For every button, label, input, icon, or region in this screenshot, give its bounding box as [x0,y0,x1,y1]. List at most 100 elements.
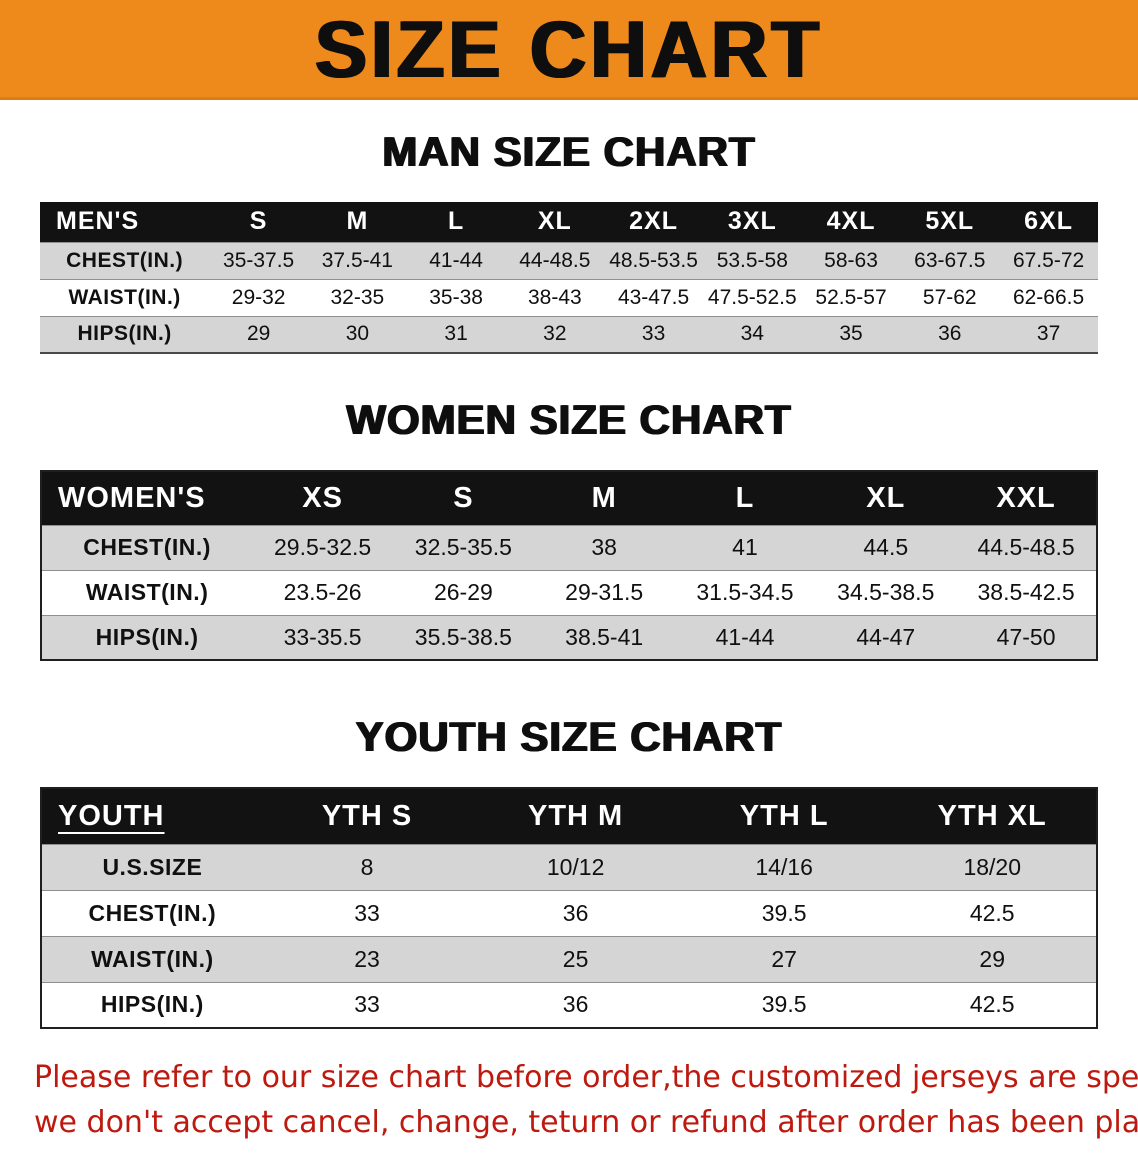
measure-value: 29 [209,315,308,353]
measure-value: 52.5-57 [801,278,901,316]
measure-value: 36 [471,981,680,1028]
measure-value: 26-29 [392,569,534,615]
measure-value: 34.5-38.5 [815,569,957,615]
measure-value: 53.5-58 [702,241,802,279]
women-size-col-header: XS [252,471,393,525]
measure-label: U.S.SIZE [41,843,263,890]
measure-value: 63-67.5 [900,241,1000,279]
measure-value: 48.5-53.5 [604,241,703,279]
measure-value: 47-50 [956,614,1097,660]
men-size-table: MEN'S S M L XL 2XL 3XL 4XL 5XL 6XL CHEST(IN.) 35-37… [40,202,1098,354]
measure-value: 14/16 [679,843,889,890]
women-header-row: WOMEN'S XS S M L XL XXL [41,471,1097,525]
men-size-col-header: 4XL [801,202,901,242]
measure-value: 8 [262,843,472,890]
measure-label: WAIST(IN.) [41,569,253,615]
men-measure-row: CHEST(IN.) 35-37.5 37.5-41 41-44 44-48.5 48.5… [40,241,1098,279]
women-measure-row: CHEST(IN.) 29.5-32.5 32.5-35.5 38 41 44.5 44.5… [41,524,1097,570]
measure-label: CHEST(IN.) [41,889,263,936]
measure-value: 42.5 [888,889,1097,936]
disclaimer-line-1: Please refer to our size chart before or… [34,1060,1138,1095]
measure-value: 35 [801,315,901,353]
youth-measure-row: HIPS(IN.) 33 36 39.5 42.5 [41,981,1097,1028]
measure-value: 33 [604,315,703,353]
women-section: WOMEN SIZE CHART WOMEN'S XS S M L XL XXL CHEST(… [0,396,1138,661]
men-table-container: MEN'S S M L XL 2XL 3XL 4XL 5XL 6XL CHEST(IN.) 35-37… [40,202,1098,354]
measure-label: CHEST(IN.) [40,241,210,279]
measure-value: 44.5-48.5 [956,524,1097,570]
men-section: MAN SIZE CHART MEN'S S M L XL 2XL 3XL 4XL 5XL 6XL… [0,128,1138,354]
youth-size-col-header: YTH L [679,788,889,844]
youth-size-col-header: YTH M [471,788,680,844]
disclaimer-line-2: we don't accept cancel, change, teturn o… [34,1105,1138,1140]
men-corner-label: MEN'S [40,202,210,242]
measure-value: 39.5 [679,981,889,1028]
youth-measure-row: WAIST(IN.) 23 25 27 29 [41,935,1097,982]
youth-corner-label: YOUTH [41,788,263,844]
measure-value: 38 [533,524,675,570]
women-measure-row: HIPS(IN.) 33-35.5 35.5-38.5 38.5-41 41-44 44-… [41,614,1097,660]
measure-value: 44-47 [815,614,957,660]
men-size-col-header: S [209,202,308,242]
measure-value: 34 [702,315,802,353]
measure-value: 29-31.5 [533,569,675,615]
men-heading: MAN SIZE CHART [382,128,756,175]
men-size-col-header: 3XL [702,202,802,242]
men-header-row: MEN'S S M L XL 2XL 3XL 4XL 5XL 6XL [40,202,1098,242]
measure-value: 57-62 [900,278,1000,316]
measure-label: WAIST(IN.) [41,935,263,982]
disclaimer: Please refer to our size chart before or… [0,1055,1138,1159]
measure-value: 33 [262,889,472,936]
measure-value: 29-32 [209,278,308,316]
measure-value: 62-66.5 [999,278,1098,316]
banner: SIZE CHART [0,0,1138,100]
measure-value: 47.5-52.5 [702,278,802,316]
measure-value: 25 [471,935,680,982]
measure-value: 37.5-41 [308,241,407,279]
measure-value: 37 [999,315,1098,353]
measure-value: 41-44 [406,241,506,279]
women-size-col-header: L [674,471,816,525]
women-corner-label: WOMEN'S [41,471,253,525]
youth-size-table: YOUTH YTH S YTH M YTH L YTH XL U.S.SIZE 8 10/12… [40,787,1098,1029]
measure-value: 38.5-42.5 [956,569,1097,615]
men-size-col-header: 5XL [900,202,1000,242]
measure-value: 36 [900,315,1000,353]
measure-value: 23 [262,935,472,982]
measure-value: 35.5-38.5 [392,614,534,660]
measure-value: 67.5-72 [999,241,1098,279]
measure-value: 33-35.5 [252,614,393,660]
women-size-table: WOMEN'S XS S M L XL XXL CHEST(IN.) 29.5-32.5 32.5… [40,470,1098,661]
measure-label: HIPS(IN.) [41,981,263,1028]
men-size-col-header: 6XL [999,202,1098,242]
measure-value: 10/12 [471,843,680,890]
measure-value: 41-44 [674,614,816,660]
men-measure-row: WAIST(IN.) 29-32 32-35 35-38 38-43 43-47.5 47.… [40,278,1098,316]
women-table-container: WOMEN'S XS S M L XL XXL CHEST(IN.) 29.5-32.5 32.5… [40,470,1098,661]
measure-label: CHEST(IN.) [41,524,253,570]
men-size-col-header: L [406,202,506,242]
measure-value: 29 [888,935,1097,982]
youth-heading: YOUTH SIZE CHART [355,713,783,760]
youth-size-col-header: YTH XL [888,788,1097,844]
measure-value: 27 [679,935,889,982]
measure-label: WAIST(IN.) [40,278,210,316]
youth-header-row: YOUTH YTH S YTH M YTH L YTH XL [41,788,1097,844]
page-title: SIZE CHART [315,2,823,95]
measure-value: 31 [406,315,506,353]
measure-value: 39.5 [679,889,889,936]
men-measure-row: HIPS(IN.) 29 30 31 32 33 34 35 36 37 [40,315,1098,353]
measure-value: 44.5 [815,524,957,570]
measure-value: 38.5-41 [533,614,675,660]
women-size-col-header: S [392,471,534,525]
youth-measure-row: U.S.SIZE 8 10/12 14/16 18/20 [41,843,1097,890]
measure-value: 35-38 [406,278,506,316]
measure-value: 43-47.5 [604,278,703,316]
measure-label: HIPS(IN.) [41,614,253,660]
measure-value: 38-43 [505,278,605,316]
men-size-col-header: M [308,202,407,242]
women-size-col-header: XXL [956,471,1097,525]
measure-value: 32 [505,315,605,353]
men-size-col-header: XL [505,202,605,242]
youth-measure-row: CHEST(IN.) 33 36 39.5 42.5 [41,889,1097,936]
